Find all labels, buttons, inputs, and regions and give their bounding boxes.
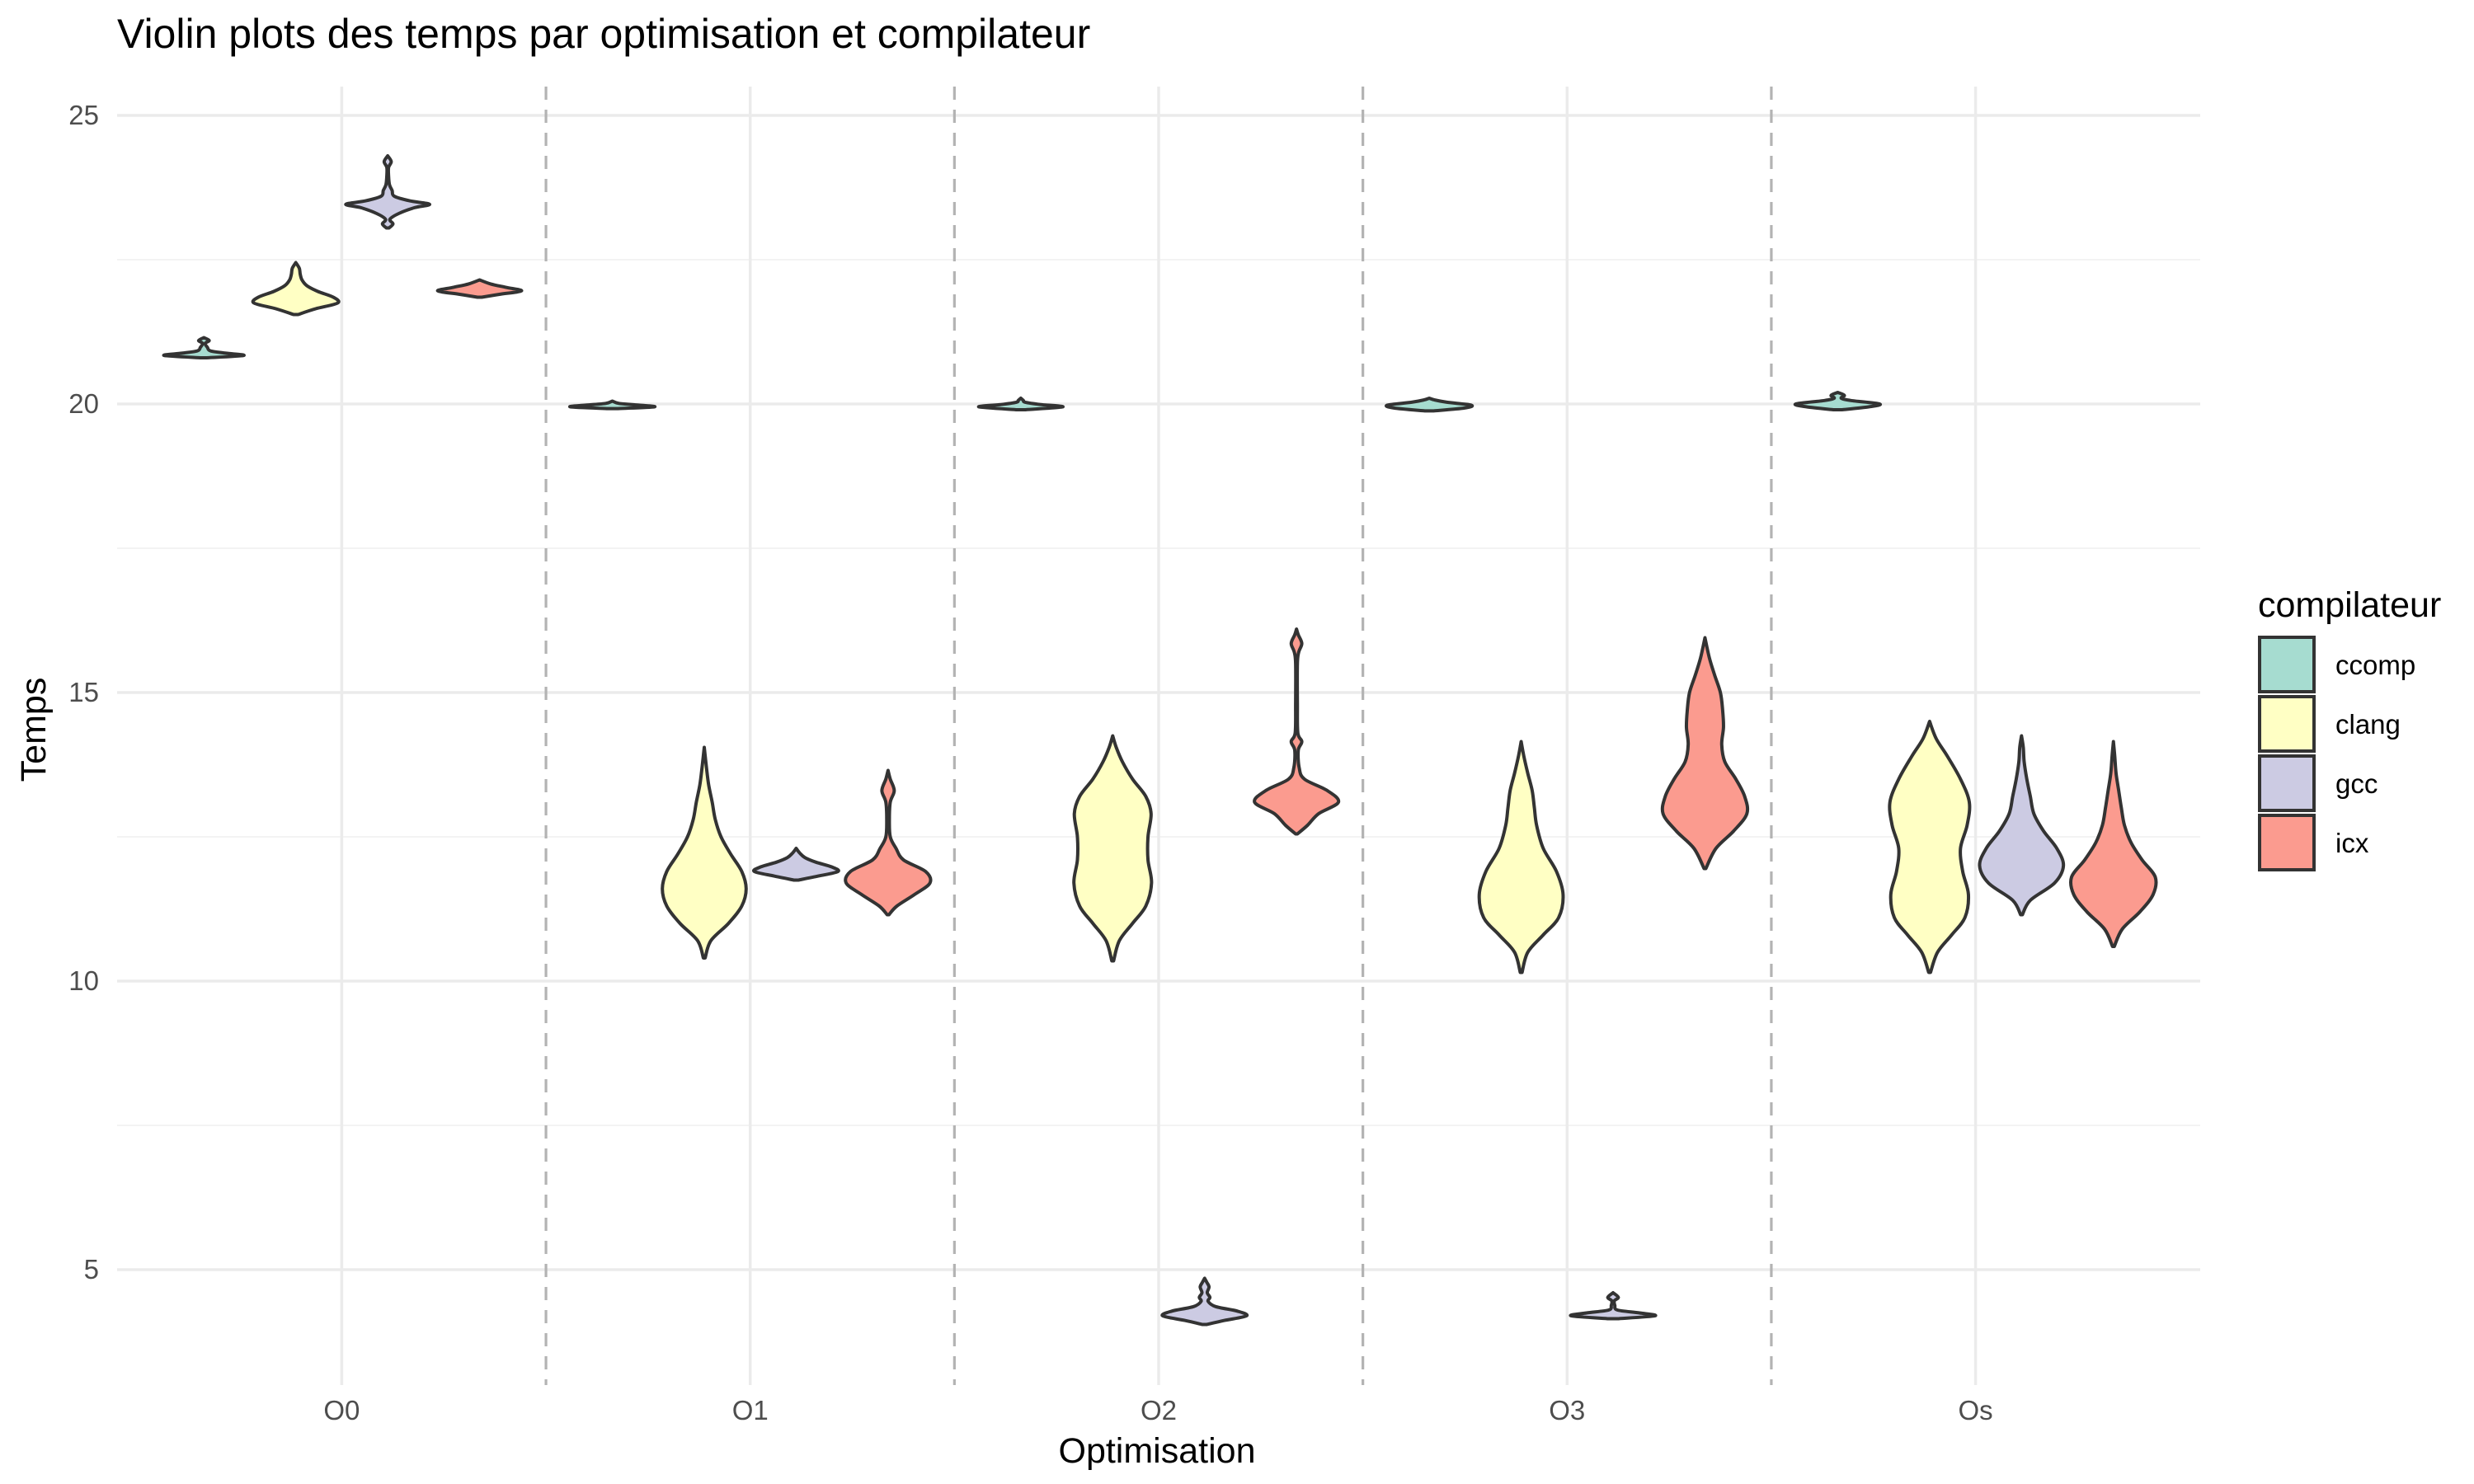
y-tick-label: 25 xyxy=(68,100,99,130)
x-tick-label: O3 xyxy=(1549,1395,1585,1425)
violin-ccomp-O1 xyxy=(567,399,657,411)
violin-clang-O1 xyxy=(661,745,748,960)
violin-icx-O3 xyxy=(1660,636,1750,871)
y-axis-title: Temps xyxy=(14,678,54,782)
violin-ccomp-Os xyxy=(1793,391,1883,411)
legend-item-clang: clang xyxy=(2258,695,2401,753)
x-axis-title: Optimisation xyxy=(1059,1431,1256,1471)
violin-clang-O3 xyxy=(1477,740,1565,974)
violin-icx-Os xyxy=(2068,740,2158,948)
legend-swatch xyxy=(2258,695,2316,753)
violin-clang-O2 xyxy=(1072,734,1154,963)
violin-ccomp-O0 xyxy=(162,336,246,359)
violin-icx-O1 xyxy=(844,768,933,917)
y-tick-labels: 5 10 15 20 25 xyxy=(68,100,99,1284)
violin-gcc-O1 xyxy=(752,847,840,882)
violin-ccomp-O2 xyxy=(976,397,1065,411)
violin-icx-O0 xyxy=(435,278,524,299)
separator-layer xyxy=(544,87,1773,1385)
grid-layer xyxy=(117,87,2200,1385)
x-tick-label: Os xyxy=(1959,1395,1993,1425)
y-tick-label: 10 xyxy=(68,965,99,996)
x-tick-labels: O0 O1 O2 O3 Os xyxy=(323,1395,1992,1425)
violin-gcc-O2 xyxy=(1160,1276,1249,1327)
violin-layer xyxy=(162,154,2158,1327)
violin-clang-O0 xyxy=(251,261,341,317)
legend-swatch xyxy=(2258,636,2316,693)
legend-item-ccomp: ccomp xyxy=(2258,636,2415,693)
x-tick-label: O0 xyxy=(323,1395,360,1425)
violin-gcc-O3 xyxy=(1569,1291,1658,1321)
violin-ccomp-O3 xyxy=(1385,397,1475,413)
violin-icx-O2 xyxy=(1253,627,1341,836)
violin-gcc-O0 xyxy=(344,154,431,230)
legend-label: ccomp xyxy=(2335,650,2415,680)
x-tick-label: O1 xyxy=(732,1395,769,1425)
violin-gcc-Os xyxy=(1978,734,2066,917)
legend-title: compilateur xyxy=(2258,585,2441,625)
legend-swatch xyxy=(2258,814,2316,871)
violin-series-gcc xyxy=(344,154,2066,1327)
violin-series-icx xyxy=(435,278,2158,948)
legend-swatch xyxy=(2258,754,2316,812)
y-tick-label: 5 xyxy=(84,1254,99,1284)
legend: compilateur ccomp clang gcc icx xyxy=(2258,585,2441,871)
violin-series-clang xyxy=(251,261,1972,974)
legend-item-icx: icx xyxy=(2258,814,2369,871)
legend-label: icx xyxy=(2335,828,2369,858)
legend-label: gcc xyxy=(2335,768,2378,799)
chart-title: Violin plots des temps par optimisation … xyxy=(117,11,1090,57)
legend-label: clang xyxy=(2335,709,2401,740)
legend-item-gcc: gcc xyxy=(2258,754,2378,812)
violin-clang-Os xyxy=(1888,720,1972,974)
y-tick-label: 15 xyxy=(68,677,99,707)
legend-items: ccomp clang gcc icx xyxy=(2258,636,2415,871)
y-tick-label: 20 xyxy=(68,388,99,419)
x-tick-label: O2 xyxy=(1141,1395,1177,1425)
violin-series-ccomp xyxy=(162,336,1883,413)
